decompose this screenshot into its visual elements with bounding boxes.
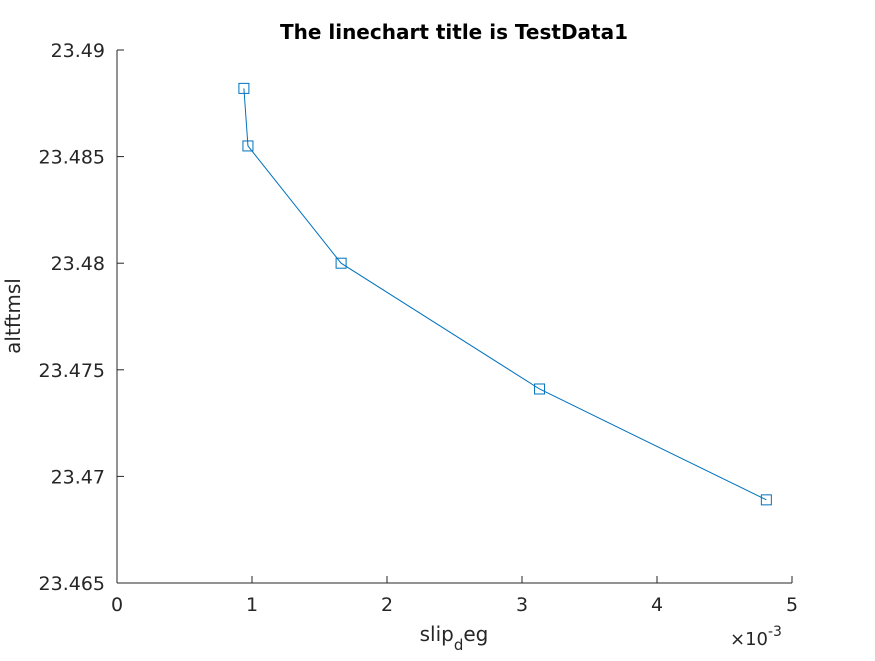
y-tick-label: 23.48 [51, 253, 105, 275]
data-point-marker [238, 82, 250, 94]
x-axis-label: slipdeg [420, 622, 489, 654]
x-tick-label: 1 [246, 594, 258, 616]
series-layer [238, 82, 772, 506]
y-tick-label: 23.465 [39, 573, 105, 595]
x-axis-multiplier: ×10-3 [730, 624, 782, 650]
x-tick-label: 5 [786, 594, 798, 616]
data-point-marker [534, 383, 546, 395]
data-point-marker [335, 257, 347, 269]
data-point-marker [760, 494, 772, 506]
x-axis-multiplier-base: ×10 [730, 629, 768, 650]
plot-area [117, 50, 792, 583]
x-tick-label: 0 [111, 594, 123, 616]
series-line [243, 88, 767, 501]
y-tick-label: 23.485 [39, 147, 105, 169]
y-axis-label: altftmsl [1, 278, 25, 354]
x-axis-label-rest: eg [463, 622, 488, 646]
y-tick-label: 23.49 [51, 40, 105, 62]
x-axis-multiplier-exponent: -3 [768, 624, 782, 640]
y-tick-label: 23.475 [39, 360, 105, 382]
x-axis-label-main: slip [420, 622, 454, 646]
chart-title: The linechart title is TestData1 [280, 20, 628, 44]
y-tick-label: 23.47 [51, 466, 105, 488]
x-axis-label-subscript: d [454, 636, 464, 654]
x-tick-label: 4 [651, 594, 663, 616]
x-tick-label: 2 [381, 594, 393, 616]
axes: 0 1 2 3 4 5 23.465 23.47 23.475 23.48 23.485 23.49 [39, 40, 799, 616]
x-tick-label: 3 [516, 594, 528, 616]
data-point-marker [242, 140, 254, 152]
